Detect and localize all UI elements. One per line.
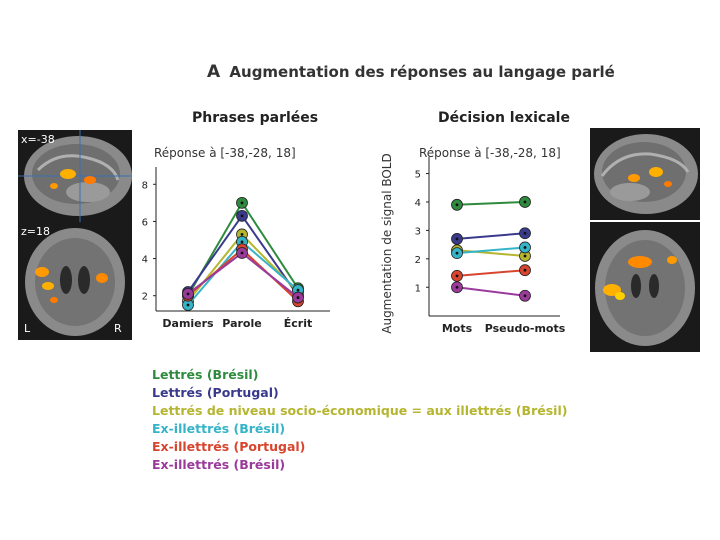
series-line — [456, 269, 526, 277]
legend-item: Lettrés (Brésil) — [152, 367, 259, 382]
activation-blob — [649, 167, 663, 177]
y-tick-label: 8 — [142, 180, 148, 191]
y-tick-label: 4 — [142, 255, 148, 266]
data-point-center — [296, 296, 300, 299]
data-point-center — [523, 200, 527, 204]
brain-sagittal-right — [590, 128, 700, 220]
data-point-center — [523, 254, 527, 258]
y-tick-label: 2 — [415, 255, 421, 266]
data-point-center — [240, 201, 244, 205]
legend: Lettrés (Brésil) Lettrés (Portugal) Lett… — [152, 366, 567, 474]
data-point-center — [240, 251, 244, 255]
data-point-center — [240, 233, 244, 236]
y-tick-label: 4 — [415, 198, 421, 209]
series-line — [456, 246, 526, 255]
data-point-center — [186, 292, 190, 296]
activation-blob — [96, 273, 108, 283]
chart1-title: Phrases parlées — [192, 110, 319, 126]
activation-blob — [84, 176, 96, 184]
brain-sagittal-left: x=-38 — [18, 130, 132, 222]
legend-item: Lettrés (Portugal) — [152, 385, 279, 400]
sagittal-coord-label: x=-38 — [21, 133, 55, 146]
brain-axial-left: z=18 L R — [18, 222, 132, 340]
chart-subtitle: Réponse à [-38,-28, 18] — [154, 146, 296, 160]
y-axis-label: Augmentation de signal BOLD — [380, 153, 394, 334]
data-point-center — [240, 240, 244, 244]
data-point-center — [523, 268, 527, 272]
series-line — [456, 286, 526, 297]
data-point-center — [455, 251, 459, 255]
right-side-label: R — [114, 322, 122, 335]
activation-blob — [664, 181, 672, 187]
legend-item: Ex-illettrés (Brésil) — [152, 457, 286, 472]
legend-item: Ex-illettrés (Portugal) — [152, 439, 306, 454]
y-tick-label: 1 — [415, 283, 421, 294]
activation-blob — [50, 183, 58, 189]
chart2-title: Décision lexicale — [438, 110, 570, 126]
activation-blob — [50, 297, 58, 303]
x-tick-label: Damiers — [162, 317, 214, 330]
x-tick-label: Pseudo-mots — [485, 322, 566, 335]
data-point-center — [523, 231, 527, 235]
data-point-center — [455, 285, 459, 289]
series-line — [456, 200, 526, 206]
chart-phrases-parlees: Réponse à [-38,-28, 18] 2 4 6 8 Damiers Parole… — [142, 146, 330, 330]
activation-blob — [35, 267, 49, 277]
activation-blob — [628, 174, 640, 182]
figure-title: A Augmentation des réponses au langage p… — [207, 62, 615, 82]
chart-decision-lexicale: Réponse à [-38,-28, 18] 1 2 3 4 5 Mots Pseudo-m… — [380, 146, 566, 335]
brain-axial-right — [590, 222, 700, 352]
legend-item: Ex-illettrés (Brésil) — [152, 421, 286, 436]
data-point-center — [523, 294, 527, 298]
x-tick-label: Mots — [442, 322, 473, 335]
axial-coord-label: z=18 — [21, 225, 50, 238]
chart-subtitle: Réponse à [-38,-28, 18] — [419, 146, 561, 160]
data-point-center — [186, 303, 190, 307]
activation-blob — [603, 284, 621, 296]
activation-blob — [60, 169, 76, 179]
activation-blob — [615, 292, 625, 300]
y-tick-label: 5 — [415, 170, 421, 181]
legend-item: Lettrés de niveau socio-économique = aux… — [152, 403, 568, 418]
activation-blob — [42, 282, 54, 290]
panel-letter: A — [207, 62, 221, 82]
data-point-center — [240, 214, 244, 218]
x-tick-label: Écrit — [284, 317, 313, 330]
y-tick-label: 2 — [142, 292, 148, 303]
y-tick-label: 3 — [415, 226, 421, 237]
data-point-center — [455, 274, 459, 278]
data-point-center — [455, 237, 459, 241]
left-side-label: L — [24, 322, 31, 335]
data-point-center — [455, 203, 459, 207]
activation-blob — [667, 256, 677, 264]
series-line — [456, 232, 526, 240]
x-tick-label: Parole — [222, 317, 261, 330]
y-tick-label: 6 — [142, 217, 148, 228]
data-point-center — [523, 246, 527, 249]
figure-title-text: Augmentation des réponses au langage par… — [229, 63, 615, 81]
activation-blob — [628, 256, 652, 268]
data-point-center — [296, 288, 300, 292]
